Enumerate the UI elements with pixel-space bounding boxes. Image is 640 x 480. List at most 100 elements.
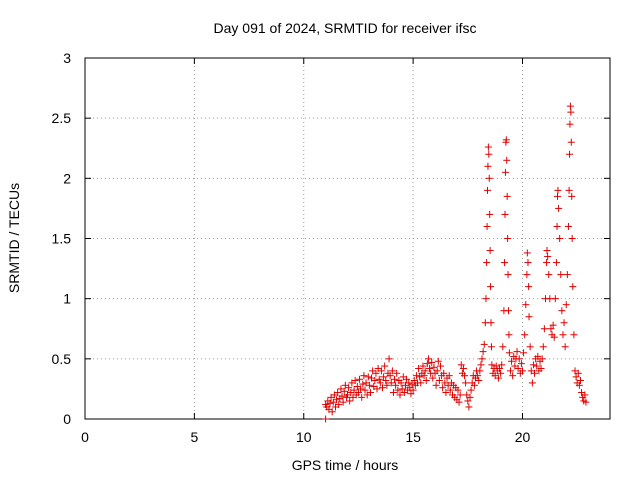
data-point <box>533 362 541 370</box>
data-point <box>476 367 484 375</box>
data-point <box>565 186 573 194</box>
data-point <box>543 247 551 255</box>
data-point <box>483 259 491 267</box>
x-tick-label: 0 <box>81 429 89 445</box>
data-point <box>388 367 396 375</box>
data-point <box>434 357 442 365</box>
data-point <box>498 361 506 369</box>
data-point <box>440 369 448 377</box>
data-point <box>346 397 354 405</box>
data-point <box>574 369 582 377</box>
data-point <box>474 372 482 380</box>
data-point <box>484 143 492 151</box>
data-point <box>409 386 417 394</box>
data-point <box>534 352 542 360</box>
data-point <box>540 325 548 333</box>
data-point <box>525 283 533 291</box>
data-point <box>521 331 529 339</box>
data-point <box>513 348 521 356</box>
data-point <box>496 364 504 372</box>
data-point <box>572 373 580 381</box>
data-point <box>380 373 388 381</box>
data-point <box>487 319 495 327</box>
data-point <box>501 168 509 176</box>
data-point <box>485 150 493 158</box>
data-point <box>464 397 472 405</box>
data-point <box>389 389 397 397</box>
data-point <box>566 120 574 128</box>
data-point <box>446 386 454 394</box>
data-point <box>383 381 391 389</box>
y-tick-label: 2.5 <box>52 110 72 126</box>
data-point <box>358 393 366 401</box>
data-point <box>576 376 584 384</box>
data-point <box>335 401 343 409</box>
data-point <box>497 369 505 377</box>
data-point <box>545 271 553 279</box>
data-point <box>375 375 383 383</box>
data-point <box>376 379 384 387</box>
points-layer <box>322 102 590 423</box>
data-point <box>351 376 359 384</box>
data-point <box>502 136 510 144</box>
data-point <box>575 381 583 389</box>
y-axis-label: SRMTID / TECUs <box>6 183 22 293</box>
data-point <box>544 253 552 261</box>
data-point <box>509 372 517 380</box>
data-point <box>377 367 385 375</box>
data-point <box>494 374 502 382</box>
data-point <box>420 372 428 380</box>
data-point <box>486 210 494 218</box>
data-point <box>333 396 341 404</box>
data-point <box>364 373 372 381</box>
data-point <box>551 295 559 303</box>
data-point <box>403 375 411 383</box>
data-point <box>504 235 512 242</box>
data-point <box>554 186 562 194</box>
data-point <box>430 363 438 371</box>
data-point <box>422 376 430 384</box>
data-point <box>459 364 467 372</box>
y-tick-label: 3 <box>63 50 71 66</box>
data-point <box>519 367 526 375</box>
data-point <box>398 385 406 393</box>
data-point <box>393 369 401 377</box>
data-point <box>359 380 367 388</box>
data-point <box>470 381 478 389</box>
data-point <box>328 408 336 416</box>
data-point <box>439 384 447 392</box>
data-point <box>445 372 453 380</box>
data-point <box>385 355 393 363</box>
data-point <box>394 386 402 394</box>
x-axis-label: GPS time / hours <box>292 457 399 473</box>
y-tick-label: 0 <box>63 411 71 427</box>
data-point <box>538 355 546 363</box>
data-point <box>424 355 432 363</box>
data-point <box>567 138 575 146</box>
data-point <box>338 392 346 400</box>
data-point <box>529 361 537 369</box>
data-point <box>506 367 514 375</box>
data-point <box>415 364 423 372</box>
data-point <box>515 355 523 363</box>
data-point <box>381 362 389 370</box>
data-point <box>486 247 494 255</box>
data-point <box>417 379 425 387</box>
data-point <box>421 367 429 375</box>
data-point <box>432 381 440 389</box>
data-point <box>569 283 577 291</box>
data-point <box>379 384 386 392</box>
data-point <box>522 301 530 309</box>
data-point <box>561 343 569 351</box>
data-point <box>397 379 405 387</box>
data-point <box>387 379 395 387</box>
data-point <box>407 390 415 398</box>
data-point <box>570 331 578 339</box>
data-point <box>505 331 513 339</box>
data-point <box>423 360 431 368</box>
data-point <box>531 369 539 377</box>
y-tick-label: 2 <box>63 170 71 186</box>
data-point <box>357 385 365 393</box>
data-point <box>508 357 516 365</box>
